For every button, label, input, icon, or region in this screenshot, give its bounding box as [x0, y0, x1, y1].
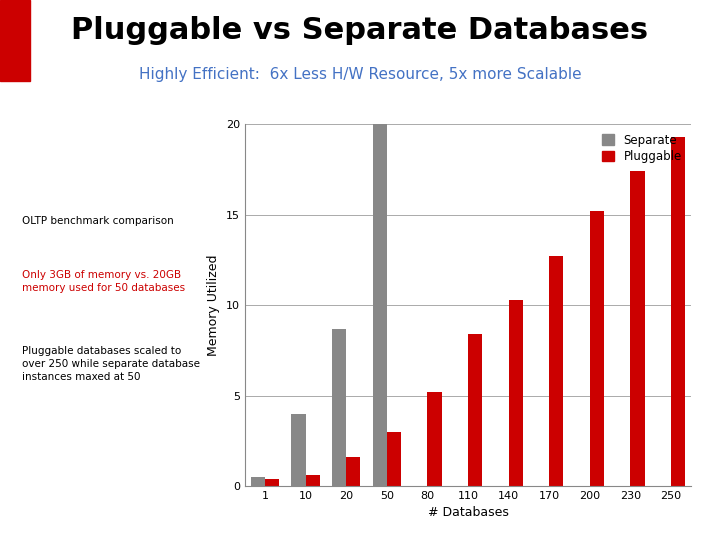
- Bar: [508, 300, 523, 486]
- Text: Pluggable vs Separate Databases: Pluggable vs Separate Databases: [71, 16, 649, 45]
- Legend: Separate, Pluggable: Separate, Pluggable: [599, 130, 685, 167]
- Bar: [332, 329, 346, 486]
- Bar: [373, 124, 387, 486]
- Bar: [671, 137, 685, 486]
- Bar: [428, 392, 441, 486]
- Bar: [265, 479, 279, 486]
- Bar: [306, 475, 320, 486]
- Bar: [630, 171, 644, 486]
- Text: Highly Efficient:  6x Less H/W Resource, 5x more Scalable: Highly Efficient: 6x Less H/W Resource, …: [139, 68, 581, 83]
- Bar: [346, 457, 361, 486]
- Text: Only 3GB of memory vs. 20GB
memory used for 50 databases: Only 3GB of memory vs. 20GB memory used …: [22, 270, 185, 293]
- Bar: [468, 334, 482, 486]
- Text: OLTP benchmark comparison: OLTP benchmark comparison: [22, 216, 174, 226]
- Bar: [292, 414, 306, 486]
- Y-axis label: Memory Utilized: Memory Utilized: [207, 254, 220, 356]
- Bar: [251, 477, 265, 486]
- Text: Pluggable databases scaled to
over 250 while separate database
instances maxed a: Pluggable databases scaled to over 250 w…: [22, 346, 199, 382]
- X-axis label: # Databases: # Databases: [428, 507, 508, 519]
- Bar: [549, 256, 563, 486]
- Bar: [387, 432, 401, 486]
- Bar: [590, 211, 604, 486]
